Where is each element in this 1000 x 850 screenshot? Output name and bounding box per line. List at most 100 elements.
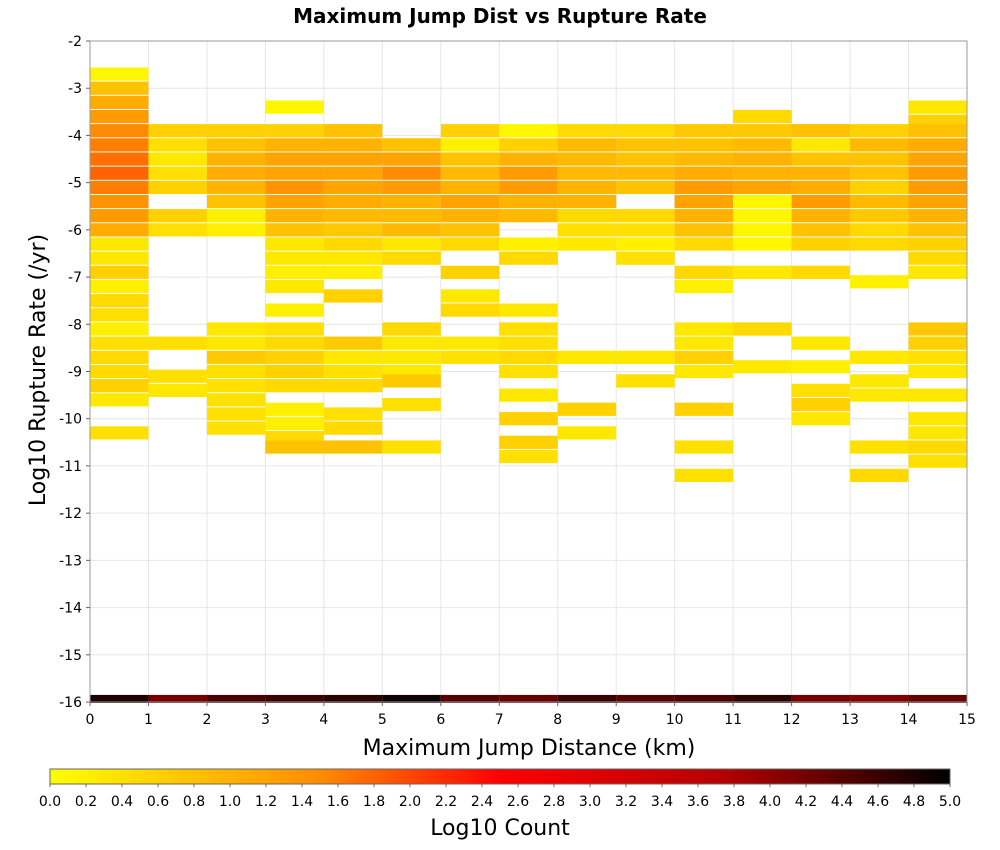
heatmap-cell (206, 336, 266, 350)
heatmap-cell (674, 138, 734, 152)
heatmap-cell (674, 279, 734, 294)
y-tick-label: -3 (68, 81, 82, 97)
heatmap-cell (382, 223, 441, 237)
bottom-row-cell (791, 694, 851, 703)
heatmap-cell (440, 152, 500, 166)
heatmap-cell (382, 138, 441, 152)
heatmap-cell (674, 124, 734, 138)
heatmap-cell (440, 138, 500, 152)
heatmap-cell (733, 124, 792, 138)
x-tick-label: 3 (261, 712, 270, 728)
heatmap-cell (616, 152, 675, 166)
heatmap-cell (850, 152, 909, 166)
heatmap-cell (674, 440, 734, 454)
heatmap-cell (265, 209, 324, 223)
heatmap-cell (908, 124, 967, 138)
bottom-row-cell (616, 694, 675, 703)
heatmap-cell (850, 350, 909, 364)
heatmap-cell (499, 124, 558, 138)
heatmap-cell (908, 350, 967, 364)
colorbar-tick-label: 4.4 (831, 794, 853, 810)
heatmap-cell (265, 166, 324, 180)
y-tick-label: -16 (59, 695, 82, 711)
x-tick-label: 15 (958, 712, 976, 728)
colorbar-tick-label: 0.0 (39, 794, 61, 810)
heatmap-cell (382, 237, 441, 251)
heatmap-cell (206, 350, 266, 364)
colorbar-tick-label: 1.6 (327, 794, 349, 810)
heatmap-cell (733, 265, 792, 279)
colorbar-tick-label: 3.8 (723, 794, 745, 810)
heatmap-cell (90, 109, 149, 124)
heatmap-cell (674, 166, 734, 180)
colorbar-tick-label: 2.0 (399, 794, 421, 810)
heatmap-cell (733, 209, 792, 223)
heatmap-cell (206, 138, 266, 152)
heatmap-cell (323, 440, 383, 454)
heatmap-cell (499, 180, 558, 194)
heatmap-cell (323, 407, 383, 421)
bottom-row-cell (90, 694, 149, 703)
colorbar-tick-label: 4.8 (903, 794, 925, 810)
bottom-heatmap-row (90, 694, 967, 703)
heatmap-cell (791, 383, 851, 397)
heatmap-cell (791, 152, 851, 166)
heatmap-cell (382, 251, 441, 265)
heatmap-cell (499, 152, 558, 166)
heatmap-cell (674, 237, 734, 251)
heatmap-cell (499, 138, 558, 152)
heatmap-cell (557, 166, 617, 180)
heatmap-cell (908, 138, 967, 152)
heatmap-cell (323, 166, 383, 180)
heatmap-cell (90, 67, 149, 81)
heatmap-cell (557, 402, 617, 416)
heatmap-cell (323, 289, 383, 303)
heatmap-cell (265, 194, 324, 209)
heatmap-cell (674, 402, 734, 416)
heatmap-cell (382, 440, 441, 454)
heatmap-cell (90, 223, 149, 237)
heatmap-cell (265, 379, 324, 393)
heatmap-cell (440, 166, 500, 180)
heatmap-cell (440, 289, 500, 303)
colorbar-tick-label: 4.0 (759, 794, 781, 810)
heatmap-cell (90, 393, 149, 407)
heatmap-cell (733, 223, 792, 237)
heatmap-cell (90, 152, 149, 166)
heatmap-cell (90, 138, 149, 152)
x-tick-label: 1 (144, 712, 153, 728)
heatmap-cell (265, 416, 324, 431)
heatmap-cell (557, 138, 617, 152)
heatmap-cell (908, 322, 967, 336)
heatmap-cell (850, 388, 909, 402)
heatmap-cell (499, 350, 558, 364)
heatmap-cell (382, 336, 441, 350)
heatmap-cell (791, 412, 851, 426)
colorbar-tick-label: 1.8 (363, 794, 385, 810)
heatmap-cell (791, 223, 851, 237)
heatmap-cell (733, 152, 792, 166)
heatmap-cell (850, 166, 909, 180)
heatmap-cell (791, 265, 851, 279)
bottom-row-cell (148, 694, 207, 703)
heatmap-cell (148, 383, 207, 397)
heatmap-cell (90, 350, 149, 364)
heatmap-cell (908, 336, 967, 350)
heatmap-cell (908, 152, 967, 166)
heatmap-cell (440, 336, 500, 350)
y-tick-label: -10 (59, 412, 82, 428)
heatmap-cell (90, 180, 149, 194)
heatmap-cell (499, 412, 558, 426)
heatmap-cell (908, 426, 967, 440)
heatmap-cell (908, 180, 967, 194)
colorbar-tick-label: 2.6 (507, 794, 529, 810)
x-tick-label: 14 (900, 712, 918, 728)
heatmap-cell (791, 138, 851, 152)
heatmap-cell (908, 237, 967, 251)
heatmap-cell (90, 166, 149, 180)
heatmap-cell (206, 209, 266, 223)
x-tick-label: 9 (612, 712, 621, 728)
heatmap-cell (499, 251, 558, 265)
heatmap-cell (90, 322, 149, 336)
y-tick-label: -13 (59, 553, 82, 569)
